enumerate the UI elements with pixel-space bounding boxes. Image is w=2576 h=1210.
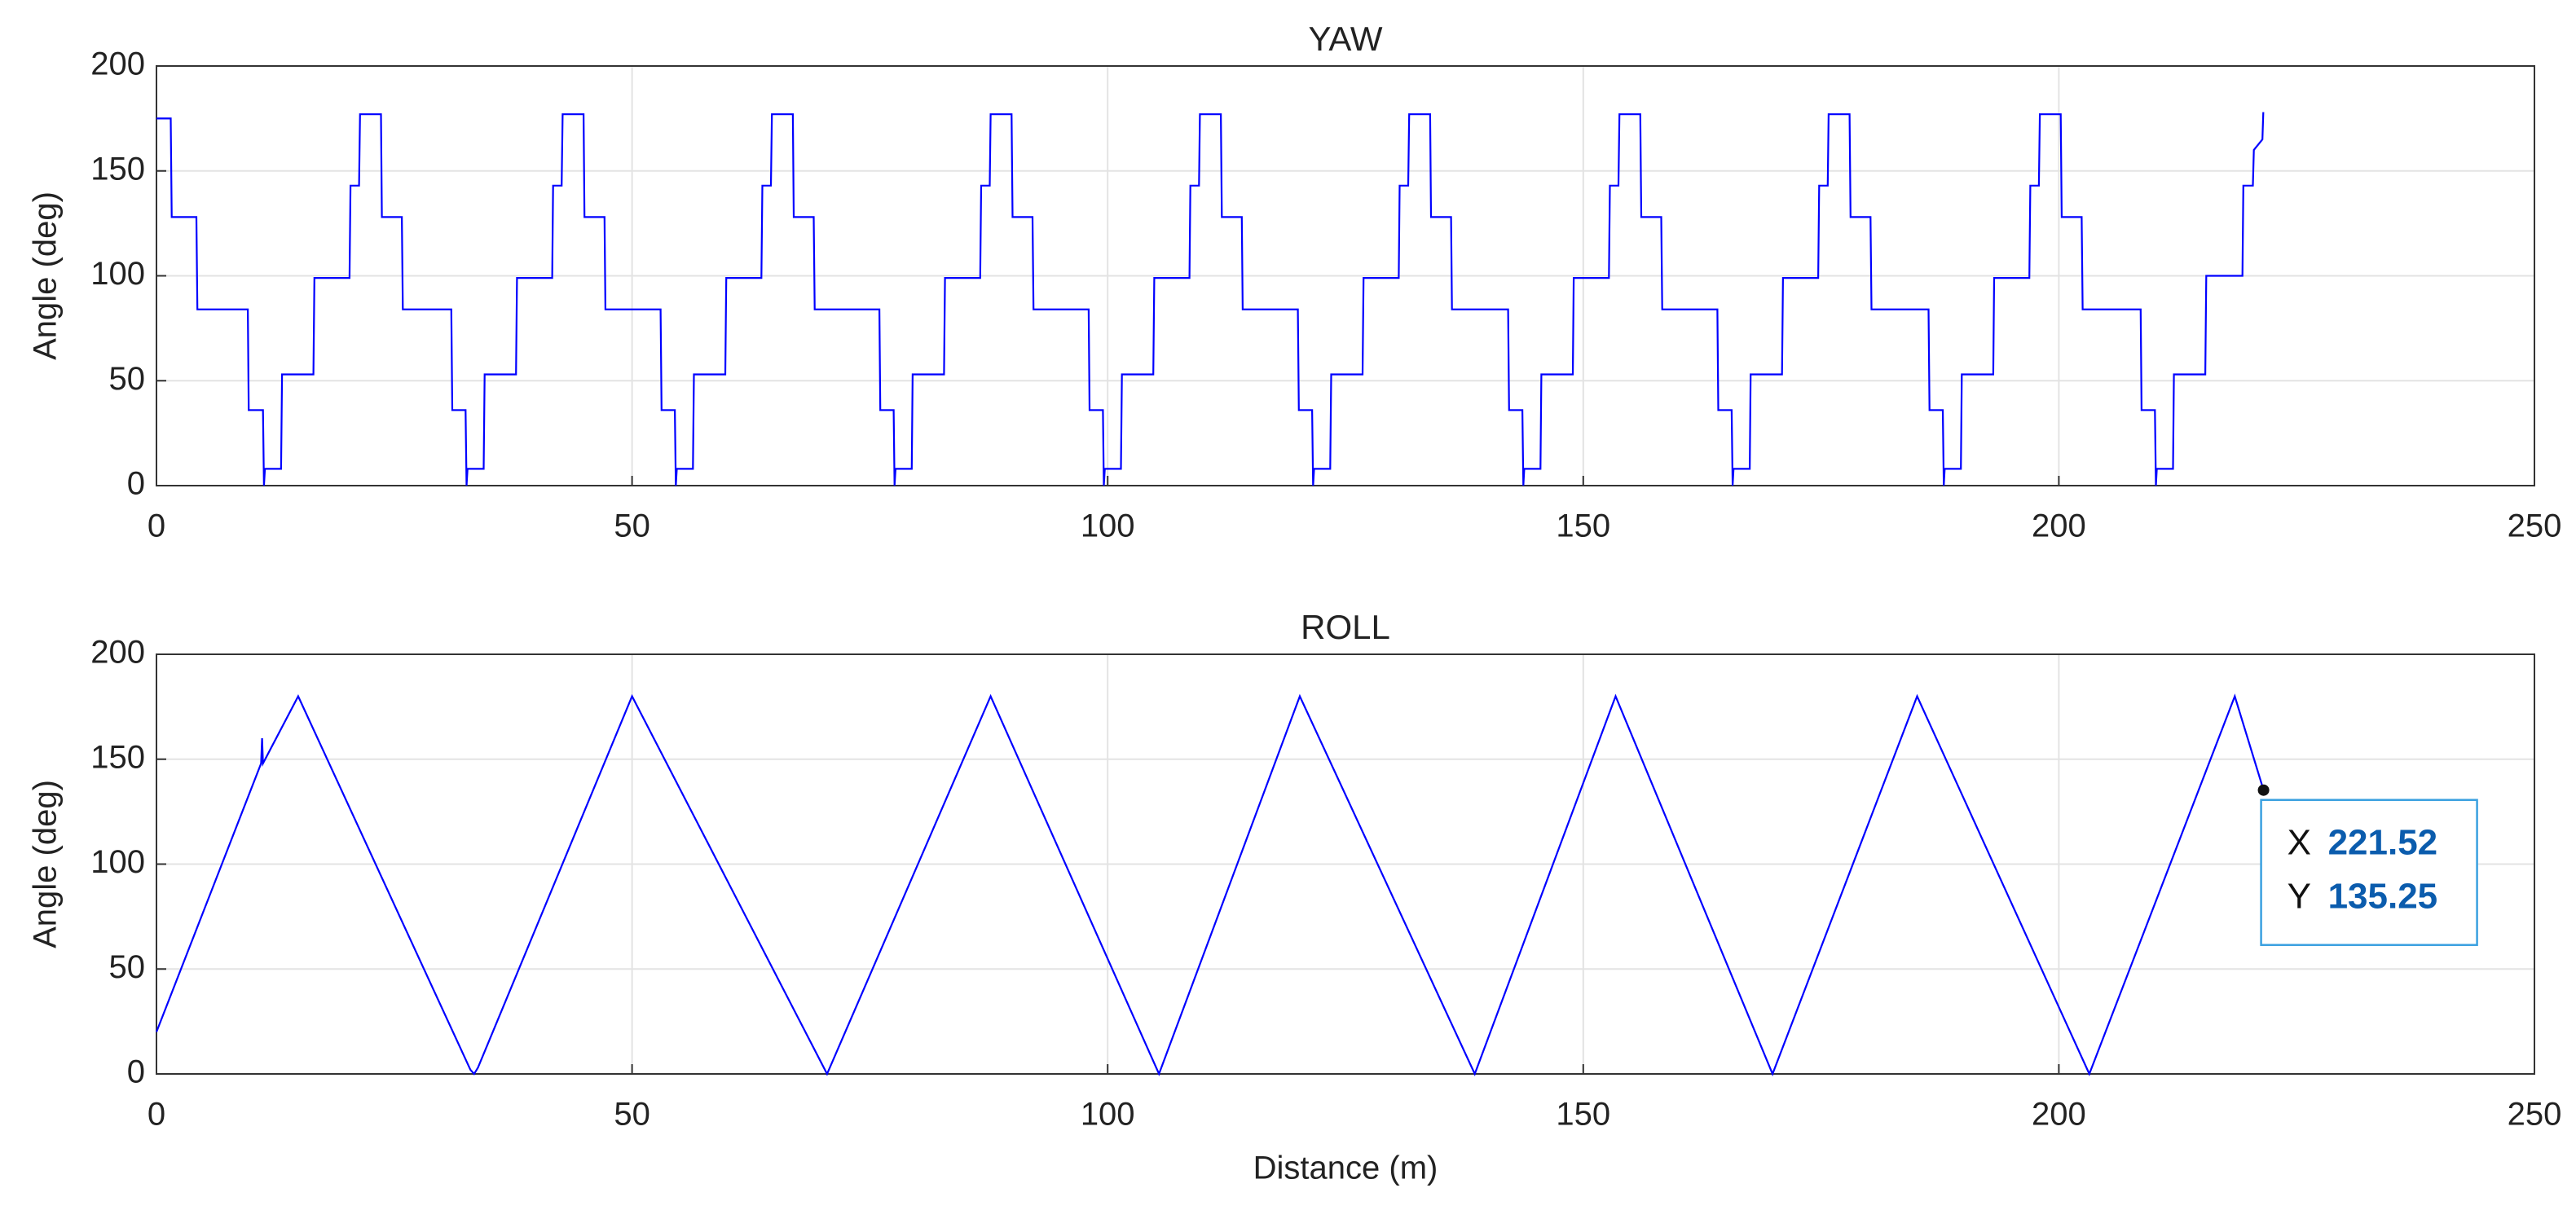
x-tick-label: 200 <box>2032 508 2086 544</box>
x-tick-label: 150 <box>1556 508 1610 544</box>
datatip-box <box>2260 799 2478 946</box>
x-tick-label: 0 <box>148 508 165 544</box>
chart-title: ROLL <box>1301 608 1390 646</box>
x-tick-label: 200 <box>2032 1097 2086 1133</box>
y-axis-label: Angle (deg) <box>28 191 64 360</box>
data-line <box>155 693 2265 1076</box>
axes-box <box>156 65 2535 486</box>
x-tick-label: 150 <box>1556 1097 1610 1133</box>
y-tick-label: 0 <box>127 1054 145 1090</box>
y-tick-label: 100 <box>90 256 145 292</box>
x-tick-label: 50 <box>614 1097 650 1133</box>
x-tick-label: 0 <box>148 1097 165 1133</box>
y-tick-label: 100 <box>90 844 145 880</box>
x-axis-label: Distance (m) <box>1253 1151 1438 1186</box>
x-tick-label: 250 <box>2508 508 2562 544</box>
y-axis-label: Angle (deg) <box>28 780 64 948</box>
x-tick-label: 250 <box>2508 1097 2562 1133</box>
y-tick-label: 200 <box>90 46 145 82</box>
y-tick-label: 150 <box>90 151 145 187</box>
axes-box <box>156 653 2535 1075</box>
y-tick-label: 50 <box>109 361 146 397</box>
y-tick-label: 0 <box>127 466 145 502</box>
y-tick-label: 150 <box>90 739 145 775</box>
y-tick-label: 50 <box>109 949 146 985</box>
datatip-key: X <box>2288 822 2311 862</box>
y-tick-label: 200 <box>90 635 145 671</box>
x-tick-label: 100 <box>1081 1097 1135 1133</box>
datatip-key: Y <box>2288 876 2311 916</box>
datatip-value: 221.52 <box>2328 822 2438 862</box>
data-line <box>156 112 2265 486</box>
datatip-value: 135.25 <box>2328 876 2438 916</box>
chart-title: YAW <box>1309 20 1383 58</box>
datatip-marker <box>2257 784 2270 796</box>
x-tick-label: 50 <box>614 508 650 544</box>
x-tick-label: 100 <box>1081 508 1135 544</box>
